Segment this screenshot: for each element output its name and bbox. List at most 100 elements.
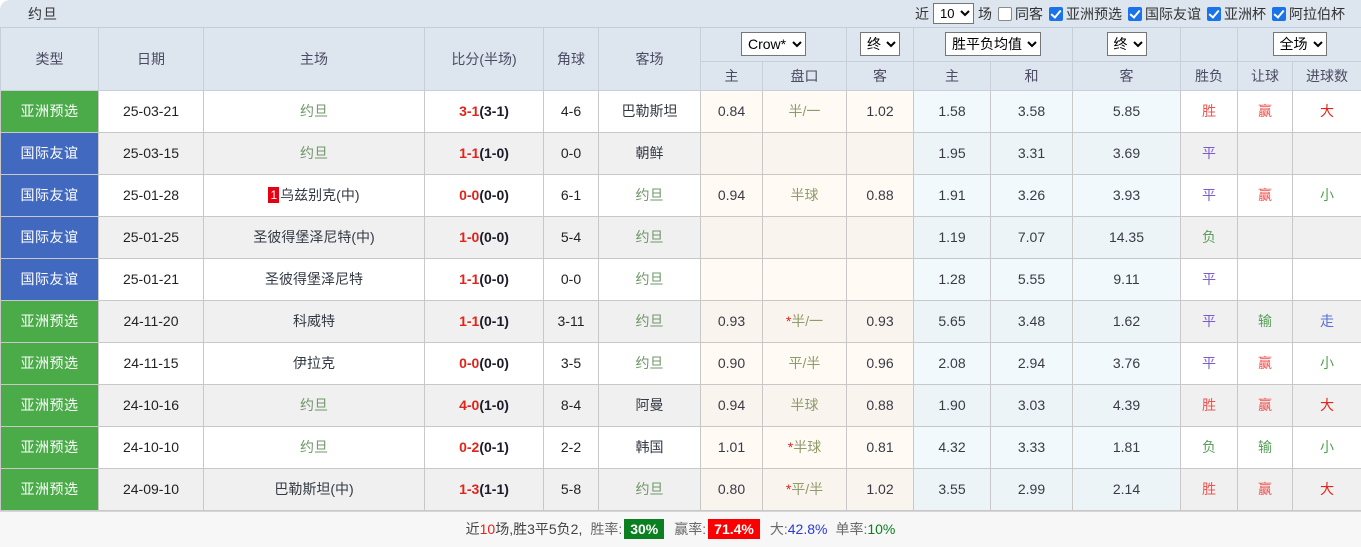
cell-score[interactable]: 1-3(1-1) [425,468,544,510]
home-team-name[interactable]: 圣彼得堡泽尼特(中) [253,229,374,245]
checkbox-same-away[interactable] [998,7,1012,21]
away-team-name[interactable]: 约旦 [636,355,664,371]
filter-asian-cup[interactable]: 亚洲杯 [1201,4,1266,24]
checkbox-asian-cup[interactable] [1207,7,1221,21]
cell-home-team[interactable]: 圣彼得堡泽尼特(中) [204,216,425,258]
cell-handicap-home: 0.80 [701,468,763,510]
cell-home-team[interactable]: 约旦 [204,426,425,468]
filter-friendly[interactable]: 国际友谊 [1122,4,1201,24]
away-team-name[interactable]: 阿曼 [636,397,664,413]
away-team-name[interactable]: 约旦 [636,229,664,245]
cell-home-team[interactable]: 约旦 [204,132,425,174]
match-score[interactable]: 1-1(1-0) [459,145,509,161]
cell-score[interactable]: 0-2(0-1) [425,426,544,468]
cell-away-team[interactable]: 韩国 [599,426,701,468]
away-team-name[interactable]: 约旦 [636,187,664,203]
home-team-name[interactable]: 巴勒斯坦(中) [274,481,353,497]
cell-score[interactable]: 0-0(0-0) [425,174,544,216]
cell-handicap-line: *半/一 [763,300,847,342]
odds-stage-select[interactable]: 终 [1107,32,1147,56]
cell-home-team[interactable]: 圣彼得堡泽尼特 [204,258,425,300]
cell-score[interactable]: 1-1(1-0) [425,132,544,174]
home-team-name[interactable]: 伊拉克 [293,355,335,371]
odds-type-select[interactable]: 胜平负均值 [945,32,1041,56]
cell-away-team[interactable]: 约旦 [599,174,701,216]
match-score[interactable]: 1-0(0-0) [459,229,509,245]
cell-score[interactable]: 1-0(0-0) [425,216,544,258]
cell-home-team[interactable]: 科威特 [204,300,425,342]
cell-away-team[interactable]: 约旦 [599,300,701,342]
match-score[interactable]: 1-1(0-1) [459,313,509,329]
handicap-stage-select[interactable]: 终 [860,32,900,56]
filter-asian-qualifier[interactable]: 亚洲预选 [1043,4,1122,24]
home-team-name[interactable]: 约旦 [300,397,328,413]
match-score[interactable]: 3-1(3-1) [459,103,509,119]
cell-score[interactable]: 1-1(0-1) [425,300,544,342]
cell-odds-draw: 3.03 [991,384,1073,426]
checkbox-asian-qualifier[interactable] [1049,7,1063,21]
home-team-name[interactable]: 约旦 [300,103,328,119]
cell-away-team[interactable]: 约旦 [599,216,701,258]
match-score[interactable]: 0-2(0-1) [459,439,509,455]
away-team-name[interactable]: 巴勒斯坦 [622,103,678,119]
cell-away-team[interactable]: 巴勒斯坦 [599,90,701,132]
filter-same-away[interactable]: 同客 [992,4,1043,24]
cell-away-team[interactable]: 朝鲜 [599,132,701,174]
filter-arab-cup[interactable]: 阿拉伯杯 [1266,4,1345,24]
cell-home-team[interactable]: 约旦 [204,90,425,132]
home-team-name[interactable]: 约旦 [300,439,328,455]
cell-away-team[interactable]: 约旦 [599,342,701,384]
cell-home-team[interactable]: 约旦 [204,384,425,426]
match-score[interactable]: 4-0(1-0) [459,397,509,413]
match-count-select[interactable]: 10 [933,3,974,24]
home-team-name[interactable]: 科威特 [293,313,335,329]
match-type-badge: 亚洲预选 [1,91,98,132]
col-head-result-wdl: 胜负 [1181,61,1238,90]
handicap-line: 半球 [791,397,819,413]
cell-home-team[interactable]: 伊拉克 [204,342,425,384]
checkbox-friendly[interactable] [1128,7,1142,21]
match-score[interactable]: 1-3(1-1) [459,481,509,497]
cell-away-team[interactable]: 约旦 [599,468,701,510]
away-team-name[interactable]: 约旦 [636,313,664,329]
cell-away-team[interactable]: 约旦 [599,258,701,300]
away-team-name[interactable]: 约旦 [636,481,664,497]
result-wdl: 胜 [1202,397,1216,413]
cell-away-team[interactable]: 阿曼 [599,384,701,426]
cell-date: 25-03-15 [99,132,204,174]
handicap-away-odds: 0.88 [866,187,893,203]
cell-score[interactable]: 0-0(0-0) [425,342,544,384]
away-team-name[interactable]: 韩国 [636,439,664,455]
home-team-name[interactable]: 圣彼得堡泽尼特 [265,271,363,287]
home-team-name[interactable]: 约旦 [300,145,328,161]
match-score[interactable]: 0-0(0-0) [459,187,509,203]
result-goals: 走 [1320,313,1334,329]
cell-score[interactable]: 4-0(1-0) [425,384,544,426]
away-team-name[interactable]: 约旦 [636,271,664,287]
match-score[interactable]: 1-1(0-0) [459,271,509,287]
odds-away: 3.76 [1113,355,1140,371]
away-team-name[interactable]: 朝鲜 [636,145,664,161]
cell-score[interactable]: 3-1(3-1) [425,90,544,132]
result-handicap: 输 [1258,439,1272,455]
cell-odds-away: 3.69 [1073,132,1181,174]
col-head-hc-line: 盘口 [763,61,847,90]
bookmaker-select[interactable]: Crow* [741,32,806,56]
checkbox-arab-cup[interactable] [1272,7,1286,21]
venue-select[interactable]: 全场 [1273,32,1327,56]
match-score[interactable]: 0-0(0-0) [459,355,509,371]
home-team-name[interactable]: 乌兹别克(中) [280,187,359,203]
cell-home-team[interactable]: 巴勒斯坦(中) [204,468,425,510]
cell-score[interactable]: 1-1(0-0) [425,258,544,300]
